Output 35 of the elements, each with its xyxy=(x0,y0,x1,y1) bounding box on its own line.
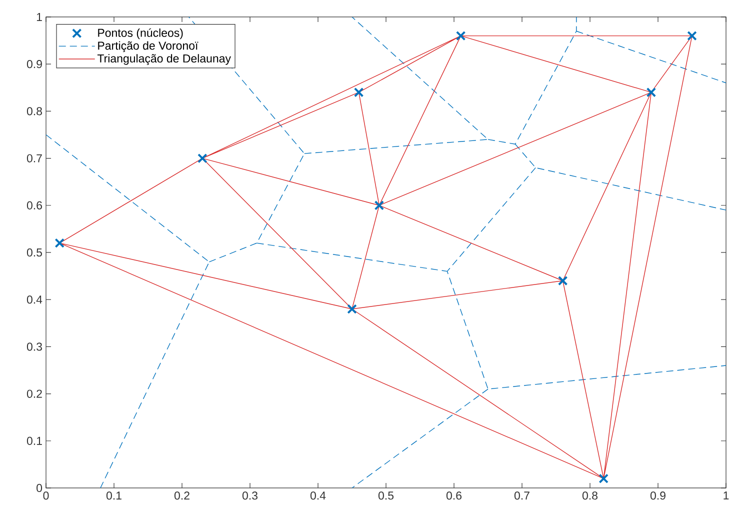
x-tick-label: 0.2 xyxy=(174,492,190,500)
y-tick-label: 1 xyxy=(36,13,42,21)
y-tick-label: 0.7 xyxy=(26,154,42,162)
y-tick-label: 0.6 xyxy=(26,201,42,210)
y-tick-label: 0.1 xyxy=(26,436,42,445)
point xyxy=(354,87,364,98)
x-tick-label: 1 xyxy=(724,492,729,500)
y-tick-label: 0.5 xyxy=(26,248,42,257)
point xyxy=(687,30,697,41)
x-tick-label: 0.6 xyxy=(446,492,462,500)
point xyxy=(347,304,357,314)
point xyxy=(558,276,568,286)
x-tick-label: 0 xyxy=(43,492,49,500)
legend-label: Pontos (núcleos) xyxy=(98,28,183,40)
y-tick-label: 0.9 xyxy=(26,60,42,68)
y-tick-label: 0.8 xyxy=(26,107,42,116)
y-tick-label: 0 xyxy=(36,484,42,492)
x-tick-label: 0.9 xyxy=(650,492,666,500)
x-tick-label: 0.1 xyxy=(106,492,122,500)
point xyxy=(374,200,384,210)
x-tick-label: 0.8 xyxy=(582,492,598,500)
x-tick-label: 0.5 xyxy=(378,492,394,500)
x-tick-label: 0.4 xyxy=(310,492,326,500)
y-tick-label: 0.2 xyxy=(26,390,42,398)
point xyxy=(456,30,466,41)
x-tick-label: 0.7 xyxy=(514,492,530,500)
point xyxy=(598,474,608,484)
legend-label: Partição de Voronoï xyxy=(98,41,198,52)
x-tick-label: 0.3 xyxy=(242,492,258,500)
y-tick-label: 0.4 xyxy=(26,296,42,304)
y-tick-label: 0.3 xyxy=(26,342,42,351)
point xyxy=(646,87,656,98)
legend-label: Triangulação de Delaunay xyxy=(97,54,231,65)
point xyxy=(198,153,208,164)
point xyxy=(54,238,64,248)
